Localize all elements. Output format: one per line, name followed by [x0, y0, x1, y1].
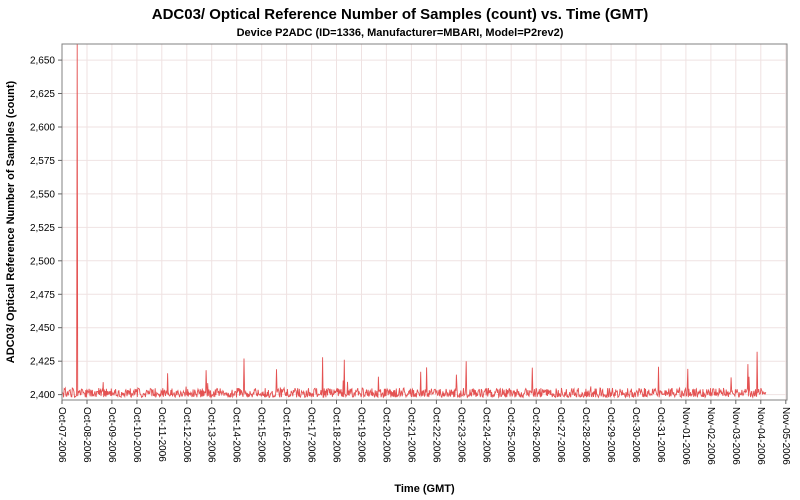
svg-text:2,450: 2,450: [30, 323, 55, 334]
svg-text:Oct-17-2006: Oct-17-2006: [306, 407, 317, 463]
y-axis-label: ADC03/ Optical Reference Number of Sampl…: [5, 80, 17, 363]
svg-text:2,500: 2,500: [30, 256, 55, 267]
svg-text:Oct-08-2006: Oct-08-2006: [81, 407, 92, 463]
svg-text:Oct-10-2006: Oct-10-2006: [131, 407, 142, 463]
svg-text:2,550: 2,550: [30, 189, 55, 200]
svg-text:Oct-09-2006: Oct-09-2006: [106, 407, 117, 463]
svg-text:Oct-18-2006: Oct-18-2006: [331, 407, 342, 463]
svg-text:Oct-23-2006: Oct-23-2006: [455, 407, 466, 463]
svg-text:Oct-22-2006: Oct-22-2006: [430, 407, 441, 463]
tick-labels: Oct-07-2006 Oct-08-2006 Oct-09-2006 Oct-10-…: [30, 56, 791, 466]
svg-text:Oct-16-2006: Oct-16-2006: [281, 407, 292, 463]
chart-title: ADC03/ Optical Reference Number of Sampl…: [151, 6, 649, 23]
svg-text:Nov-04-2006: Nov-04-2006: [755, 407, 766, 465]
svg-text:2,600: 2,600: [30, 123, 55, 134]
svg-text:Oct-28-2006: Oct-28-2006: [580, 407, 591, 463]
svg-text:Oct-07-2006: Oct-07-2006: [56, 407, 67, 463]
svg-text:2,400: 2,400: [30, 390, 55, 401]
svg-text:2,425: 2,425: [30, 357, 55, 368]
chart-subtitle: Device P2ADC (ID=1336, Manufacturer=MBAR…: [236, 27, 564, 39]
svg-text:2,475: 2,475: [30, 290, 55, 301]
svg-text:Oct-29-2006: Oct-29-2006: [605, 407, 616, 463]
x-axis-label: Time (GMT): [394, 483, 455, 495]
svg-text:2,650: 2,650: [30, 56, 55, 67]
svg-text:Nov-02-2006: Nov-02-2006: [705, 407, 716, 465]
svg-text:Oct-12-2006: Oct-12-2006: [181, 407, 192, 463]
plot-svg: Oct-07-2006 Oct-08-2006 Oct-09-2006 Oct-10-…: [5, 43, 791, 495]
svg-text:Nov-05-2006: Nov-05-2006: [780, 407, 791, 465]
svg-text:Nov-03-2006: Nov-03-2006: [730, 407, 741, 465]
svg-text:Oct-21-2006: Oct-21-2006: [405, 407, 416, 463]
svg-text:Oct-13-2006: Oct-13-2006: [206, 407, 217, 463]
svg-text:Oct-24-2006: Oct-24-2006: [480, 407, 491, 463]
svg-text:2,575: 2,575: [30, 156, 55, 167]
svg-text:Oct-26-2006: Oct-26-2006: [530, 407, 541, 463]
svg-text:Oct-31-2006: Oct-31-2006: [655, 407, 666, 463]
svg-text:Oct-20-2006: Oct-20-2006: [380, 407, 391, 463]
svg-text:Oct-30-2006: Oct-30-2006: [630, 407, 641, 463]
gridlines: [61, 44, 787, 400]
svg-text:Oct-19-2006: Oct-19-2006: [356, 407, 367, 463]
svg-text:Oct-14-2006: Oct-14-2006: [231, 407, 242, 463]
svg-text:2,525: 2,525: [30, 223, 55, 234]
series-line: [62, 44, 767, 399]
svg-text:Oct-15-2006: Oct-15-2006: [256, 407, 267, 463]
svg-text:Oct-27-2006: Oct-27-2006: [555, 407, 566, 463]
svg-text:Nov-01-2006: Nov-01-2006: [680, 407, 691, 465]
plot-border: [61, 43, 788, 401]
svg-text:2,625: 2,625: [30, 89, 55, 100]
svg-text:Oct-25-2006: Oct-25-2006: [505, 407, 516, 463]
svg-text:Oct-11-2006: Oct-11-2006: [156, 407, 167, 462]
tick-marks: [58, 59, 787, 404]
